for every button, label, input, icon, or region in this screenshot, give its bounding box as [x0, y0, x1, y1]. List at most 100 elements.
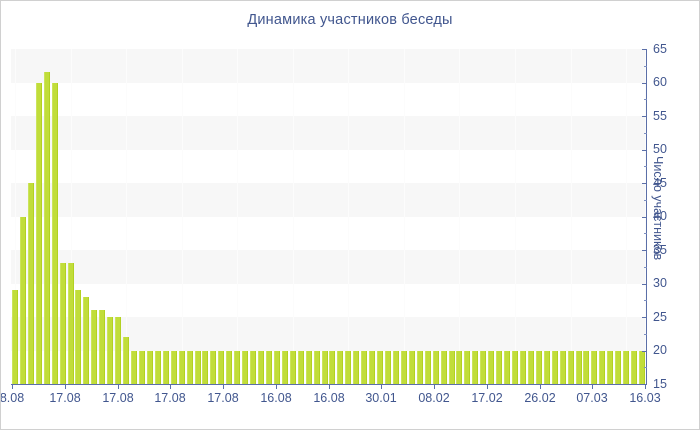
bar — [599, 350, 606, 384]
bar — [448, 350, 455, 384]
bar — [527, 350, 534, 384]
bar — [146, 350, 153, 384]
bar — [297, 350, 304, 384]
bar — [416, 350, 423, 384]
vertical-gridline — [71, 49, 72, 384]
x-axis-label: 8.08 — [0, 391, 25, 405]
x-axis-label: 08.02 — [418, 391, 450, 405]
x-axis-tick — [592, 385, 593, 389]
gridline-band — [11, 49, 646, 83]
bar — [115, 317, 122, 384]
bar — [631, 350, 638, 384]
y-axis-label: 35 — [653, 243, 667, 257]
bar — [107, 317, 114, 384]
y-axis-minor-tick — [644, 133, 647, 134]
bar — [472, 350, 479, 384]
bar — [519, 350, 526, 384]
x-axis-tick — [329, 385, 330, 389]
x-axis-label: 17.08 — [49, 391, 81, 405]
bar — [329, 350, 336, 384]
bar — [377, 350, 384, 384]
bar — [496, 350, 503, 384]
bar — [440, 350, 447, 384]
y-axis-label: 55 — [653, 109, 667, 123]
y-axis-label: 20 — [653, 343, 667, 357]
y-axis-minor-tick — [644, 300, 647, 301]
bar — [67, 263, 74, 384]
bar — [162, 350, 169, 384]
bar — [242, 350, 249, 384]
bar — [623, 350, 630, 384]
vertical-gridline — [237, 49, 238, 384]
y-axis-minor-tick — [644, 99, 647, 100]
bar — [289, 350, 296, 384]
x-axis-tick — [65, 385, 66, 389]
bar — [281, 350, 288, 384]
bar — [456, 350, 463, 384]
bar — [19, 216, 26, 384]
bar — [273, 350, 280, 384]
x-axis-tick — [223, 385, 224, 389]
bar — [361, 350, 368, 384]
x-axis-tick — [434, 385, 435, 389]
y-axis-tick — [642, 250, 647, 251]
y-axis-title: Число участников — [651, 156, 665, 261]
x-axis-tick — [645, 385, 646, 389]
bar — [424, 350, 431, 384]
y-axis-tick — [642, 150, 647, 151]
chart-title: Динамика участников беседы — [247, 12, 453, 28]
bar — [321, 350, 328, 384]
bar — [551, 350, 558, 384]
bar — [27, 183, 34, 384]
vertical-gridline — [348, 49, 349, 384]
vertical-gridline — [293, 49, 294, 384]
y-axis-minor-tick — [644, 334, 647, 335]
y-axis-label: 45 — [653, 176, 667, 190]
bar — [154, 350, 161, 384]
bar — [131, 350, 138, 384]
x-axis-label: 30.01 — [365, 391, 397, 405]
y-axis-tick — [642, 284, 647, 285]
y-axis-tick — [642, 317, 647, 318]
vertical-gridline — [626, 49, 627, 384]
vertical-gridline — [126, 49, 127, 384]
bar — [210, 350, 217, 384]
y-axis-tick — [642, 49, 647, 50]
bar — [567, 350, 574, 384]
x-axis-tick — [276, 385, 277, 389]
x-axis-tick — [540, 385, 541, 389]
x-axis-label: 16.08 — [313, 391, 345, 405]
vertical-gridline — [15, 49, 16, 384]
x-axis-label: 07.03 — [576, 391, 608, 405]
x-axis-tick — [170, 385, 171, 389]
x-axis-label: 16.03 — [629, 391, 661, 405]
x-axis-label: 17.08 — [207, 391, 239, 405]
bar — [337, 350, 344, 384]
x-axis-line — [11, 384, 647, 385]
bar — [400, 350, 407, 384]
y-axis-tick — [642, 183, 647, 184]
bar — [543, 350, 550, 384]
gridline-band — [11, 250, 646, 284]
bar — [575, 350, 582, 384]
bar — [170, 350, 177, 384]
gridline-band — [11, 183, 646, 217]
x-axis-label: 16.08 — [260, 391, 292, 405]
bar — [345, 350, 352, 384]
bar — [178, 350, 185, 384]
bar — [51, 82, 58, 384]
bar — [504, 350, 511, 384]
bar — [43, 72, 50, 384]
bar — [218, 350, 225, 384]
vertical-gridline — [404, 49, 405, 384]
bar — [369, 350, 376, 384]
gridline-band — [11, 116, 646, 150]
bar — [11, 290, 18, 384]
bar — [99, 310, 106, 384]
y-axis-tick — [642, 83, 647, 84]
bar — [488, 350, 495, 384]
y-axis-tick — [642, 217, 647, 218]
plot-area — [11, 49, 646, 384]
x-axis-tick — [487, 385, 488, 389]
